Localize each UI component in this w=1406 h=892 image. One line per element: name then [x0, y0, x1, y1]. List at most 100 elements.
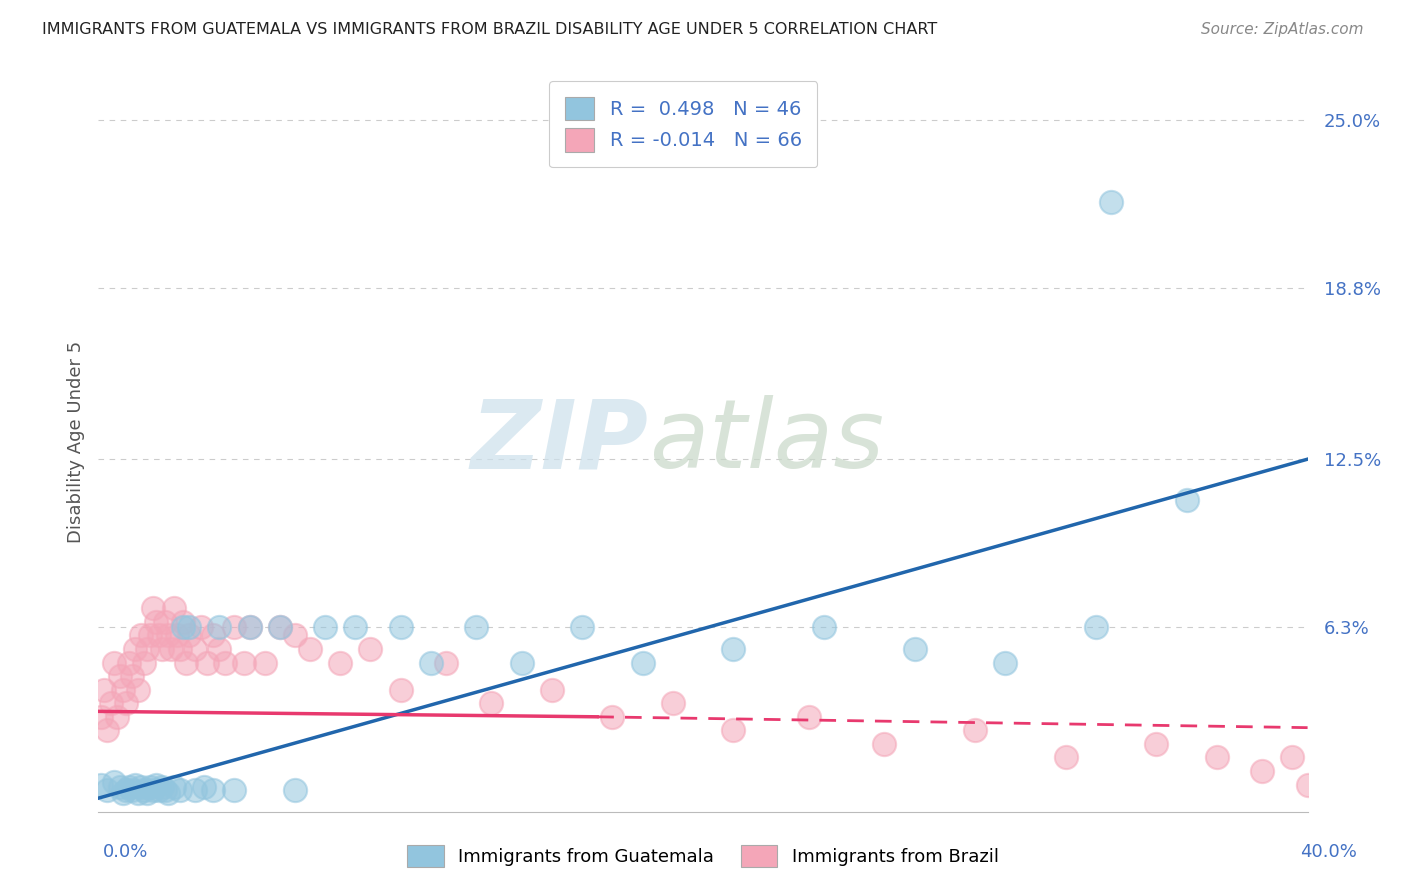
Point [172, 620, 194, 634]
Point [148, 628, 170, 642]
Point [124, 778, 146, 792]
Point [145, 615, 167, 629]
Point [153, 615, 176, 629]
Point [145, 778, 167, 792]
Point [103, 775, 125, 789]
Legend: Immigrants from Guatemala, Immigrants from Brazil: Immigrants from Guatemala, Immigrants fr… [398, 836, 1008, 876]
Point [127, 786, 149, 800]
Point [96, 783, 118, 797]
Point [269, 620, 291, 634]
Point [142, 783, 165, 797]
Point [114, 696, 136, 710]
Point [873, 737, 896, 751]
Point [93, 682, 115, 697]
Point [904, 642, 927, 657]
Point [224, 620, 246, 634]
Point [132, 783, 155, 797]
Point [174, 656, 197, 670]
Point [121, 783, 143, 797]
Point [631, 656, 654, 670]
Point [202, 628, 225, 642]
Point [994, 656, 1017, 670]
Point [420, 656, 443, 670]
Point [239, 620, 262, 634]
Text: Source: ZipAtlas.com: Source: ZipAtlas.com [1201, 22, 1364, 37]
Point [965, 723, 987, 738]
Point [1251, 764, 1274, 778]
Y-axis label: Disability Age Under 5: Disability Age Under 5 [66, 341, 84, 542]
Point [100, 696, 122, 710]
Point [150, 780, 173, 795]
Point [723, 642, 745, 657]
Point [344, 620, 367, 634]
Point [108, 780, 131, 795]
Point [1281, 750, 1303, 764]
Point [723, 723, 745, 738]
Point [214, 656, 236, 670]
Point [571, 620, 593, 634]
Point [1085, 620, 1108, 634]
Point [111, 786, 134, 800]
Text: atlas: atlas [648, 395, 883, 488]
Point [360, 642, 382, 657]
Point [193, 780, 215, 795]
Point [156, 786, 179, 800]
Point [269, 620, 291, 634]
Point [1357, 778, 1379, 792]
Point [150, 642, 173, 657]
Point [190, 620, 212, 634]
Point [135, 786, 157, 800]
Point [135, 642, 157, 657]
Point [90, 710, 112, 724]
Point [239, 620, 262, 634]
Point [232, 656, 254, 670]
Point [284, 628, 307, 642]
Point [166, 628, 188, 642]
Point [139, 628, 162, 642]
Point [90, 778, 112, 792]
Point [1099, 194, 1122, 209]
Point [1312, 764, 1334, 778]
Text: ZIP: ZIP [471, 395, 648, 488]
Point [510, 656, 533, 670]
Point [202, 783, 225, 797]
Point [179, 620, 201, 634]
Point [127, 682, 149, 697]
Point [121, 669, 143, 683]
Point [284, 783, 307, 797]
Point [208, 642, 231, 657]
Text: 0.0%: 0.0% [103, 843, 148, 861]
Point [184, 783, 207, 797]
Point [1175, 492, 1198, 507]
Point [329, 656, 352, 670]
Point [1341, 764, 1364, 778]
Point [114, 783, 136, 797]
Point [108, 669, 131, 683]
Text: 40.0%: 40.0% [1301, 843, 1357, 861]
Point [195, 656, 218, 670]
Point [139, 780, 162, 795]
Point [129, 780, 152, 795]
Point [148, 783, 170, 797]
Point [208, 620, 231, 634]
Point [129, 628, 152, 642]
Point [153, 783, 176, 797]
Point [184, 642, 207, 657]
Point [253, 656, 276, 670]
Point [813, 620, 835, 634]
Point [1206, 750, 1229, 764]
Point [481, 696, 503, 710]
Point [118, 780, 141, 795]
Point [299, 642, 322, 657]
Point [103, 656, 125, 670]
Point [389, 682, 412, 697]
Point [163, 601, 186, 615]
Point [111, 682, 134, 697]
Point [169, 783, 191, 797]
Point [797, 710, 820, 724]
Point [1372, 764, 1395, 778]
Point [602, 710, 624, 724]
Point [96, 723, 118, 738]
Point [160, 642, 183, 657]
Point [124, 642, 146, 657]
